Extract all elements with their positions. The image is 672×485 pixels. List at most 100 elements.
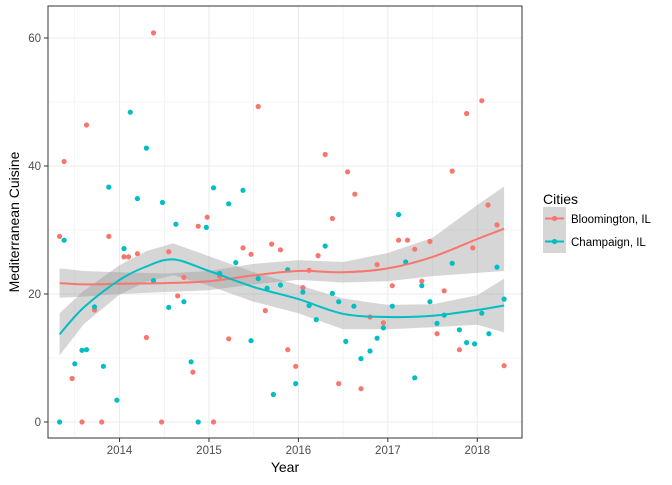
data-point	[79, 347, 85, 353]
data-point	[203, 224, 209, 230]
data-point	[190, 369, 196, 375]
data-point	[226, 201, 232, 207]
legend-label: Bloomington, IL	[571, 214, 652, 226]
data-point	[380, 320, 386, 326]
legend: Cities Bloomington, IL Champaign, IL	[543, 191, 652, 253]
smooth-line	[59, 227, 505, 286]
data-point	[351, 303, 357, 309]
data-point	[358, 386, 364, 392]
grid	[48, 6, 523, 438]
data-point	[300, 285, 306, 291]
data-point	[485, 202, 491, 208]
data-points	[57, 30, 507, 425]
x-tick-label: 2016	[286, 445, 312, 457]
data-point	[125, 254, 132, 260]
data-point	[389, 303, 395, 309]
x-axis-title: Year	[271, 459, 300, 475]
legend-title: Cities	[543, 191, 578, 207]
data-point	[464, 340, 470, 346]
data-point	[195, 419, 201, 425]
data-point	[248, 338, 254, 344]
data-point	[226, 336, 232, 342]
smooth-lines	[58, 227, 505, 335]
data-point	[61, 158, 67, 165]
x-tick-label: 2015	[196, 445, 222, 457]
data-point	[456, 327, 462, 333]
data-point	[173, 221, 179, 227]
data-point	[210, 419, 217, 425]
legend-label: Champaign, IL	[571, 237, 646, 249]
data-point	[494, 222, 500, 228]
data-point	[479, 310, 485, 316]
data-point	[396, 212, 402, 218]
data-point	[501, 296, 507, 302]
data-point	[57, 419, 63, 425]
data-point	[83, 122, 90, 128]
data-point	[300, 289, 306, 295]
y-axis-title: Mediterranean Cuisine	[6, 151, 22, 292]
data-point	[434, 331, 440, 337]
data-point	[434, 320, 440, 326]
data-point	[367, 348, 373, 354]
data-point	[240, 245, 246, 251]
data-point	[358, 356, 364, 362]
data-point	[343, 338, 349, 344]
data-point	[486, 331, 492, 337]
x-tick-label: 2018	[464, 445, 490, 457]
data-point	[269, 241, 275, 247]
data-point	[134, 196, 140, 202]
data-point	[293, 363, 299, 369]
data-point	[204, 214, 210, 220]
data-point	[449, 260, 455, 266]
data-point	[412, 375, 418, 381]
data-point	[83, 347, 90, 353]
data-point	[293, 381, 299, 387]
data-point	[166, 304, 172, 310]
data-point	[233, 260, 239, 266]
y-tick-label: 20	[28, 289, 41, 301]
legend-key-point	[551, 215, 558, 222]
data-point	[441, 288, 447, 294]
data-point	[150, 30, 157, 36]
y-tick-label: 40	[28, 161, 41, 173]
data-point	[501, 363, 507, 369]
panel-border	[47, 5, 523, 439]
data-point	[106, 184, 112, 190]
data-point	[336, 381, 342, 387]
data-point	[277, 282, 284, 288]
data-point	[159, 419, 165, 425]
data-point	[100, 363, 106, 369]
x-tick-label: 2017	[375, 445, 401, 457]
axes: 2014 2015 2016 2017 2018 0 20 40 60	[28, 33, 490, 457]
data-point	[427, 238, 433, 245]
data-point	[396, 237, 402, 243]
x-tick-label: 2014	[107, 445, 133, 457]
data-point	[374, 335, 380, 341]
data-point	[175, 293, 181, 299]
data-point	[464, 110, 470, 117]
data-point	[127, 109, 133, 115]
data-point	[240, 187, 246, 193]
data-point	[143, 145, 149, 151]
data-point	[419, 278, 425, 284]
data-point	[262, 308, 268, 314]
data-point	[449, 168, 455, 174]
y-tick-label: 60	[28, 33, 41, 45]
data-point	[106, 233, 112, 239]
data-point	[322, 151, 328, 158]
data-point	[470, 245, 476, 251]
data-point	[121, 246, 127, 252]
data-point	[181, 299, 187, 305]
data-point	[57, 233, 63, 239]
y-tick-label: 0	[35, 417, 41, 429]
data-point	[91, 304, 98, 310]
data-point	[121, 254, 127, 260]
confidence-bands	[59, 186, 505, 356]
data-point	[188, 359, 194, 365]
data-point	[114, 397, 120, 403]
data-point	[322, 243, 328, 249]
data-point	[69, 375, 75, 382]
confidence-band	[59, 186, 505, 298]
data-point	[329, 290, 335, 296]
